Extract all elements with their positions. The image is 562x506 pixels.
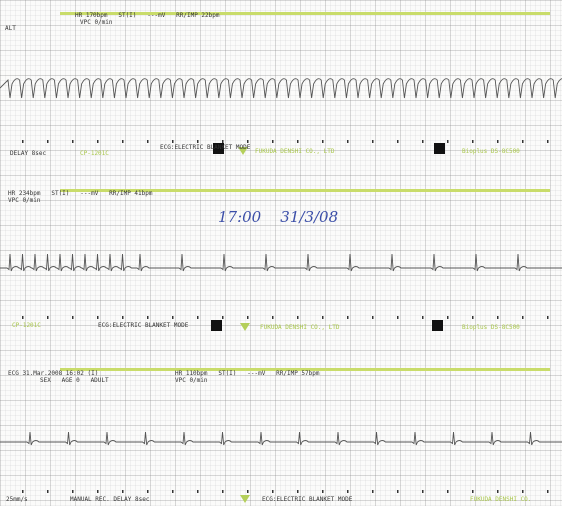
printed-text: VPC 0/min [175, 377, 208, 384]
printed-text: Bioplus DS-8C500 [462, 148, 520, 155]
event-tick [322, 140, 324, 143]
printed-text: SEX AGE 0 ADULT [40, 377, 109, 384]
event-tick [497, 490, 499, 493]
event-tick [497, 316, 499, 319]
event-tick [547, 490, 549, 493]
printed-text: 25mm/s [6, 496, 28, 503]
event-tick [422, 490, 424, 493]
event-tick [322, 316, 324, 319]
event-tick [122, 316, 124, 319]
event-tick [472, 140, 474, 143]
event-tick [222, 490, 224, 493]
printed-text: HR 234bpm ST(I) ---mV RR/IMP 41bpm [8, 190, 153, 197]
event-tick [397, 140, 399, 143]
event-tick [72, 490, 74, 493]
event-tick [472, 316, 474, 319]
event-tick [22, 490, 24, 493]
event-tick [272, 316, 274, 319]
event-tick [272, 490, 274, 493]
event-tick [197, 316, 199, 319]
marker [240, 495, 250, 503]
printed-text: ALT [5, 25, 16, 32]
printed-text: ECG:ELECTRIC BLANKET MODE [98, 322, 188, 329]
printed-text: ECG:ELECTRIC BLANKET MODE [160, 144, 250, 151]
printed-text: MANUAL REC. DELAY 8sec [70, 496, 149, 503]
event-tick [297, 490, 299, 493]
marker [240, 323, 250, 331]
event-tick [397, 490, 399, 493]
printed-text: ECG 31.Mar.2008 16:02 (I) [8, 370, 98, 377]
event-tick [522, 316, 524, 319]
event-tick [372, 490, 374, 493]
event-tick [297, 140, 299, 143]
printed-text: HR 110bpm ST(I) ---mV RR/IMP 57bpm [175, 370, 320, 377]
event-tick [197, 140, 199, 143]
event-tick [172, 316, 174, 319]
event-tick [297, 316, 299, 319]
event-tick [72, 316, 74, 319]
event-tick [472, 490, 474, 493]
ecg-traces [0, 0, 562, 506]
event-tick [547, 316, 549, 319]
handwritten-note: 17:00 31/3/08 [218, 208, 338, 226]
event-tick [147, 140, 149, 143]
event-tick [22, 140, 24, 143]
ecg-waveform [0, 254, 562, 271]
event-tick [347, 140, 349, 143]
ecg-waveform [0, 79, 562, 98]
ecg-paper: HR 170bpm ST(I) ---mV RR/IMP 22bpmVPC 0/… [0, 0, 562, 506]
event-tick [97, 140, 99, 143]
printed-text: FUKUDA DENSHI CO., LTD [255, 148, 334, 155]
event-tick [547, 140, 549, 143]
event-tick [47, 316, 49, 319]
event-tick [97, 490, 99, 493]
event-tick [272, 140, 274, 143]
event-tick [172, 140, 174, 143]
printed-text: VPC 0/min [8, 197, 41, 204]
event-tick [222, 140, 224, 143]
printed-text: DELAY 8sec [10, 150, 46, 157]
printed-text: HR 170bpm ST(I) ---mV RR/IMP 22bpm [75, 12, 220, 19]
marker [432, 320, 443, 331]
event-tick [447, 490, 449, 493]
printed-text: CP-1201C [80, 150, 109, 157]
event-tick [347, 316, 349, 319]
event-tick [47, 140, 49, 143]
event-tick [247, 490, 249, 493]
printed-text: ECG:ELECTRIC BLANKET MODE [262, 496, 352, 503]
event-tick [147, 316, 149, 319]
event-tick [122, 140, 124, 143]
event-tick [522, 490, 524, 493]
event-tick [197, 490, 199, 493]
event-tick [422, 316, 424, 319]
event-tick [247, 316, 249, 319]
printed-text: FUKUDA DENSHI CO., LTD [260, 324, 339, 331]
event-tick [247, 140, 249, 143]
event-tick [172, 490, 174, 493]
event-tick [447, 316, 449, 319]
event-tick [522, 140, 524, 143]
event-tick [372, 140, 374, 143]
event-tick [372, 316, 374, 319]
event-tick [497, 140, 499, 143]
event-tick [97, 316, 99, 319]
event-tick [222, 316, 224, 319]
event-tick [22, 316, 24, 319]
marker [434, 143, 445, 154]
event-tick [122, 490, 124, 493]
ecg-waveform [0, 432, 562, 445]
event-tick [347, 490, 349, 493]
event-tick [422, 140, 424, 143]
printed-text: CP-1201C [12, 322, 41, 329]
event-tick [397, 316, 399, 319]
event-tick [47, 490, 49, 493]
event-tick [72, 140, 74, 143]
event-tick [322, 490, 324, 493]
printed-text: VPC 0/min [80, 19, 113, 26]
printed-text: Bioplus DS-8C500 [462, 324, 520, 331]
event-tick [447, 140, 449, 143]
marker [211, 320, 222, 331]
event-tick [147, 490, 149, 493]
printed-text: FUKUDA DENSHI CO. [470, 496, 531, 503]
